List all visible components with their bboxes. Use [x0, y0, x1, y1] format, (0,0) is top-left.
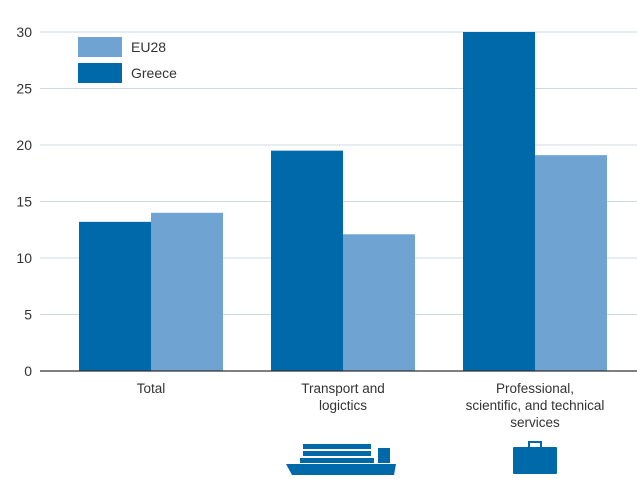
- bar-eu28: [343, 234, 415, 371]
- y-tick-label: 0: [24, 363, 32, 379]
- bars: [79, 32, 607, 371]
- legend-swatch-greece: [78, 63, 122, 83]
- y-tick-label: 30: [16, 24, 32, 40]
- bar-greece: [79, 221, 151, 371]
- cargo-ship-icon: [286, 444, 396, 475]
- y-tick-label: 25: [16, 81, 32, 97]
- category-label: Total: [137, 381, 166, 396]
- legend-label-greece: Greece: [131, 65, 177, 81]
- bar-greece: [271, 150, 343, 371]
- bar-eu28: [535, 155, 607, 371]
- category-label: Transport and: [301, 381, 385, 396]
- briefcase-icon: [513, 441, 557, 474]
- legend-swatch-eu28: [78, 37, 122, 57]
- bar-eu28: [151, 212, 223, 371]
- category-label: logictics: [319, 398, 367, 413]
- y-tick-label: 15: [16, 194, 32, 210]
- y-tick-label: 20: [16, 137, 32, 153]
- legend: EU28 Greece: [78, 37, 177, 83]
- category-label: services: [510, 415, 560, 430]
- y-tick-label: 10: [16, 250, 32, 266]
- category-label: Professional,: [496, 381, 574, 396]
- category-labels: Total Transport and logictics Professional,…: [137, 381, 605, 430]
- y-tick-label: 5: [24, 307, 32, 323]
- legend-label-eu28: EU28: [131, 39, 166, 55]
- y-axis-ticks: 0 5 10 15 20 25 30: [16, 24, 32, 379]
- category-label: scientific, and technical: [466, 398, 605, 413]
- bar-greece: [463, 32, 535, 371]
